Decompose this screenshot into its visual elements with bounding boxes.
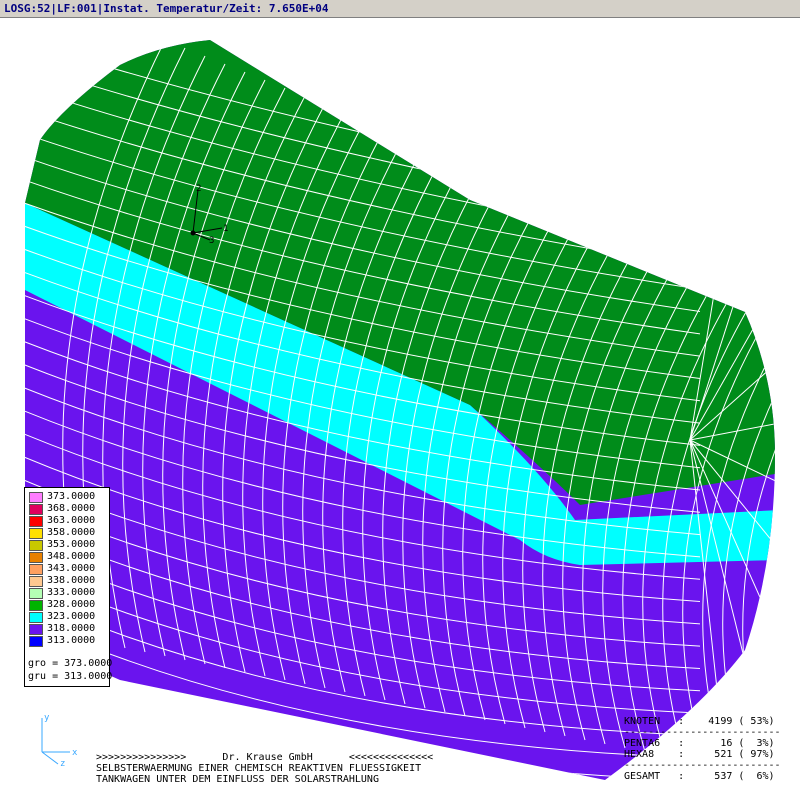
legend-swatch (29, 516, 43, 527)
legend-swatch (29, 504, 43, 515)
legend-row: 363.0000 (29, 515, 109, 528)
legend-swatch (29, 564, 43, 575)
legend-row: 343.0000 (29, 563, 109, 576)
stat-separator-2: -------------------------- (624, 760, 781, 771)
legend-swatch (29, 492, 43, 503)
legend-swatch (29, 576, 43, 587)
window-title: LOSG:52|LF:001|Instat. Temperatur/Zeit: … (4, 2, 329, 15)
fe-viewport[interactable]: 2 1 3 (0, 18, 800, 800)
band-cyan (25, 203, 775, 565)
legend-value: 348.0000 (47, 551, 96, 562)
element-triad (190, 189, 223, 241)
legend-value: 368.0000 (47, 503, 96, 514)
stat-gesamt: GESAMT : 537 ( 6%) (624, 771, 775, 782)
company-line: >>>>>>>>>>>>>>> Dr. Krause GmbH <<<<<<<<… (96, 752, 434, 763)
legend-gro: gro = 373.0000 (28, 658, 113, 669)
legend-row: 313.0000 (29, 635, 109, 648)
legend-row: 353.0000 (29, 539, 109, 552)
legend-swatch (29, 612, 43, 623)
legend-swatch (29, 588, 43, 599)
legend-value: 338.0000 (47, 575, 96, 586)
legend-value: 373.0000 (47, 491, 96, 502)
stat-knoten: KNOTEN : 4199 ( 53%) (624, 716, 775, 727)
legend-row: 348.0000 (29, 551, 109, 564)
legend-value: 353.0000 (47, 539, 96, 550)
legend-swatch (29, 540, 43, 551)
triad-label-2: 2 (196, 184, 201, 194)
legend-row: 333.0000 (29, 587, 109, 600)
description-line-2: TANKWAGEN UNTER DEM EINFLUSS DER SOLARST… (96, 774, 379, 785)
legend-swatch (29, 624, 43, 635)
title-bar: LOSG:52|LF:001|Instat. Temperatur/Zeit: … (0, 0, 800, 18)
legend-value: 323.0000 (47, 611, 96, 622)
legend-row: 323.0000 (29, 611, 109, 624)
global-axes: y x z (41, 713, 78, 768)
legend-row: 338.0000 (29, 575, 109, 588)
stat-hexa8: HEXA8 : 521 ( 97%) (624, 749, 775, 760)
legend-value: 333.0000 (47, 587, 96, 598)
legend-gru: gru = 313.0000 (28, 671, 113, 682)
color-legend: 373.0000 368.0000 363.0000 358.0000 353.0000… (24, 487, 113, 687)
legend-swatch (29, 636, 43, 647)
legend-swatch (29, 552, 43, 563)
description-line-1: SELBSTERWAERMUNG EINER CHEMISCH REAKTIVE… (96, 763, 422, 774)
legend-row: 373.0000 (29, 491, 109, 504)
legend-row: 318.0000 (29, 623, 109, 636)
legend-value: 358.0000 (47, 527, 96, 538)
model-description: >>>>>>>>>>>>>>> Dr. Krause GmbH <<<<<<<<… (96, 752, 433, 785)
mesh-model[interactable]: 2 1 3 (0, 18, 800, 800)
stat-separator-1: -------------------------- (624, 727, 781, 738)
axis-x-label: x (72, 748, 78, 758)
legend-row: 328.0000 (29, 599, 109, 612)
legend-value: 318.0000 (47, 623, 96, 634)
legend-swatch (29, 528, 43, 539)
triad-label-1: 1 (223, 224, 228, 234)
axis-z-label: z (60, 759, 65, 768)
stat-penta6: PENTA6 : 16 ( 3%) (624, 738, 775, 749)
legend-value: 343.0000 (47, 563, 96, 574)
legend-value: 328.0000 (47, 599, 96, 610)
legend-row: 368.0000 (29, 503, 109, 516)
legend-value: 313.0000 (47, 635, 96, 646)
legend-row: 358.0000 (29, 527, 109, 540)
legend-value: 363.0000 (47, 515, 96, 526)
mesh-statistics: KNOTEN : 4199 ( 53%) --------------------… (624, 716, 796, 782)
triad-label-3: 3 (209, 236, 214, 246)
axis-y-label: y (44, 713, 50, 723)
legend-swatch (29, 600, 43, 611)
